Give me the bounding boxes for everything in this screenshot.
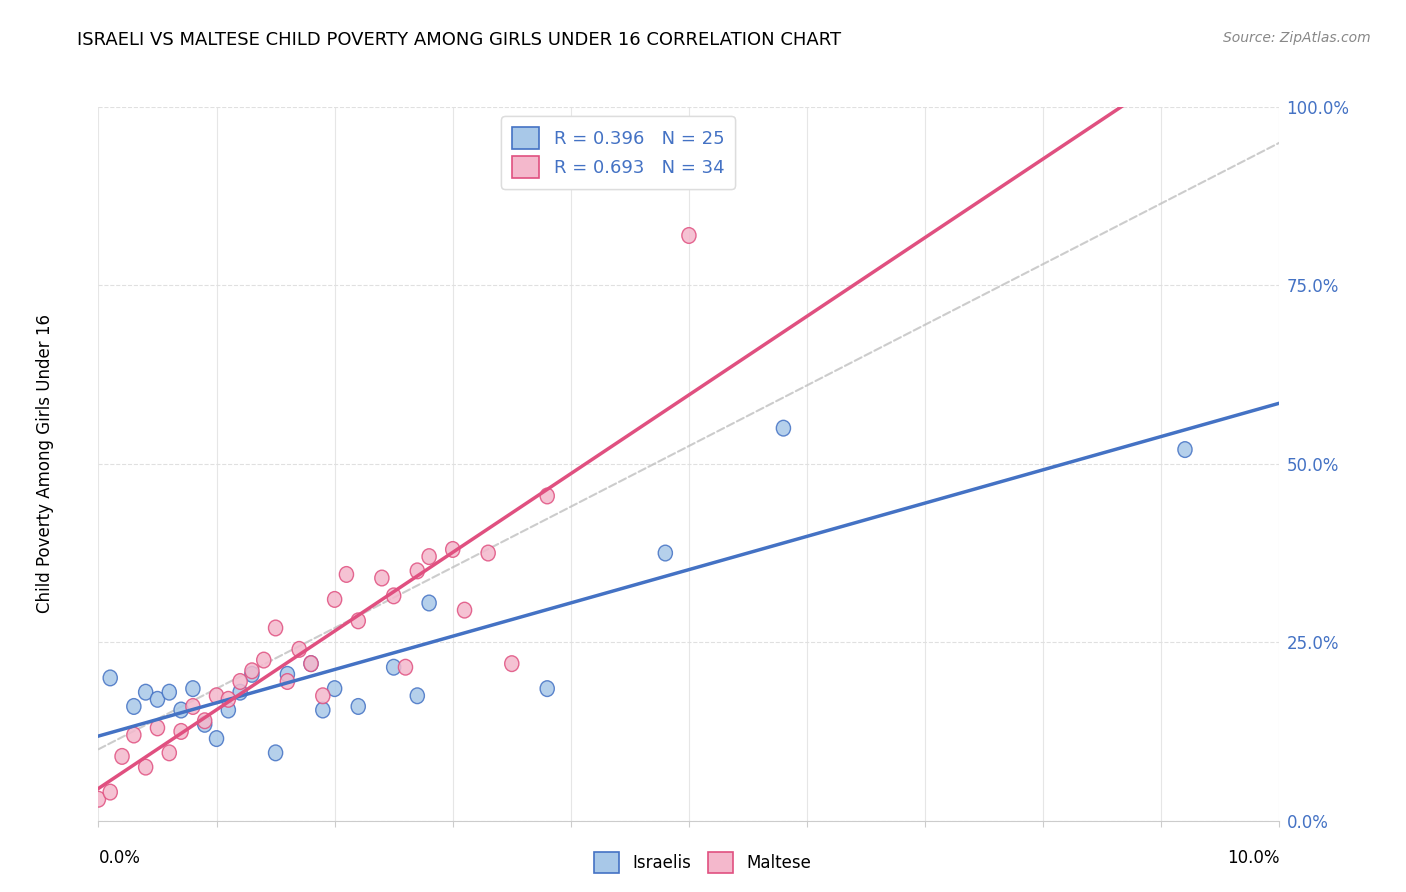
Ellipse shape bbox=[103, 670, 117, 686]
Ellipse shape bbox=[328, 681, 342, 697]
Ellipse shape bbox=[540, 681, 554, 697]
Ellipse shape bbox=[280, 673, 294, 690]
Ellipse shape bbox=[91, 791, 105, 807]
Ellipse shape bbox=[150, 720, 165, 736]
Ellipse shape bbox=[446, 541, 460, 558]
Ellipse shape bbox=[257, 652, 271, 668]
Ellipse shape bbox=[316, 702, 330, 718]
Text: Source: ZipAtlas.com: Source: ZipAtlas.com bbox=[1223, 31, 1371, 45]
Ellipse shape bbox=[139, 759, 153, 775]
Ellipse shape bbox=[540, 488, 554, 504]
Ellipse shape bbox=[398, 659, 412, 675]
Ellipse shape bbox=[162, 684, 176, 700]
Ellipse shape bbox=[127, 727, 141, 743]
Ellipse shape bbox=[682, 227, 696, 244]
Ellipse shape bbox=[304, 656, 318, 672]
Ellipse shape bbox=[139, 684, 153, 700]
Ellipse shape bbox=[221, 691, 235, 707]
Ellipse shape bbox=[221, 702, 235, 718]
Ellipse shape bbox=[505, 656, 519, 672]
Ellipse shape bbox=[292, 641, 307, 657]
Ellipse shape bbox=[387, 588, 401, 604]
Ellipse shape bbox=[233, 673, 247, 690]
Ellipse shape bbox=[233, 684, 247, 700]
Ellipse shape bbox=[245, 663, 259, 679]
Ellipse shape bbox=[411, 688, 425, 704]
Ellipse shape bbox=[103, 784, 117, 800]
Ellipse shape bbox=[328, 591, 342, 607]
Legend: R = 0.396   N = 25, R = 0.693   N = 34: R = 0.396 N = 25, R = 0.693 N = 34 bbox=[501, 116, 735, 189]
Ellipse shape bbox=[1178, 442, 1192, 458]
Ellipse shape bbox=[316, 688, 330, 704]
Ellipse shape bbox=[174, 723, 188, 739]
Text: Child Poverty Among Girls Under 16: Child Poverty Among Girls Under 16 bbox=[37, 314, 55, 614]
Ellipse shape bbox=[174, 702, 188, 718]
Ellipse shape bbox=[658, 545, 672, 561]
Text: 10.0%: 10.0% bbox=[1227, 849, 1279, 867]
Ellipse shape bbox=[387, 659, 401, 675]
Ellipse shape bbox=[339, 566, 353, 582]
Ellipse shape bbox=[422, 595, 436, 611]
Ellipse shape bbox=[198, 713, 212, 729]
Ellipse shape bbox=[209, 688, 224, 704]
Ellipse shape bbox=[186, 681, 200, 697]
Ellipse shape bbox=[304, 656, 318, 672]
Ellipse shape bbox=[162, 745, 176, 761]
Legend: Israelis, Maltese: Israelis, Maltese bbox=[588, 846, 818, 880]
Text: 0.0%: 0.0% bbox=[98, 849, 141, 867]
Ellipse shape bbox=[115, 748, 129, 764]
Ellipse shape bbox=[150, 691, 165, 707]
Ellipse shape bbox=[422, 549, 436, 565]
Text: ISRAELI VS MALTESE CHILD POVERTY AMONG GIRLS UNDER 16 CORRELATION CHART: ISRAELI VS MALTESE CHILD POVERTY AMONG G… bbox=[77, 31, 841, 49]
Ellipse shape bbox=[269, 620, 283, 636]
Ellipse shape bbox=[352, 698, 366, 714]
Ellipse shape bbox=[269, 745, 283, 761]
Ellipse shape bbox=[776, 420, 790, 436]
Ellipse shape bbox=[127, 698, 141, 714]
Ellipse shape bbox=[280, 666, 294, 682]
Ellipse shape bbox=[198, 716, 212, 732]
Ellipse shape bbox=[245, 666, 259, 682]
Ellipse shape bbox=[457, 602, 471, 618]
Ellipse shape bbox=[209, 731, 224, 747]
Ellipse shape bbox=[352, 613, 366, 629]
Ellipse shape bbox=[375, 570, 389, 586]
Ellipse shape bbox=[481, 545, 495, 561]
Ellipse shape bbox=[186, 698, 200, 714]
Ellipse shape bbox=[411, 563, 425, 579]
